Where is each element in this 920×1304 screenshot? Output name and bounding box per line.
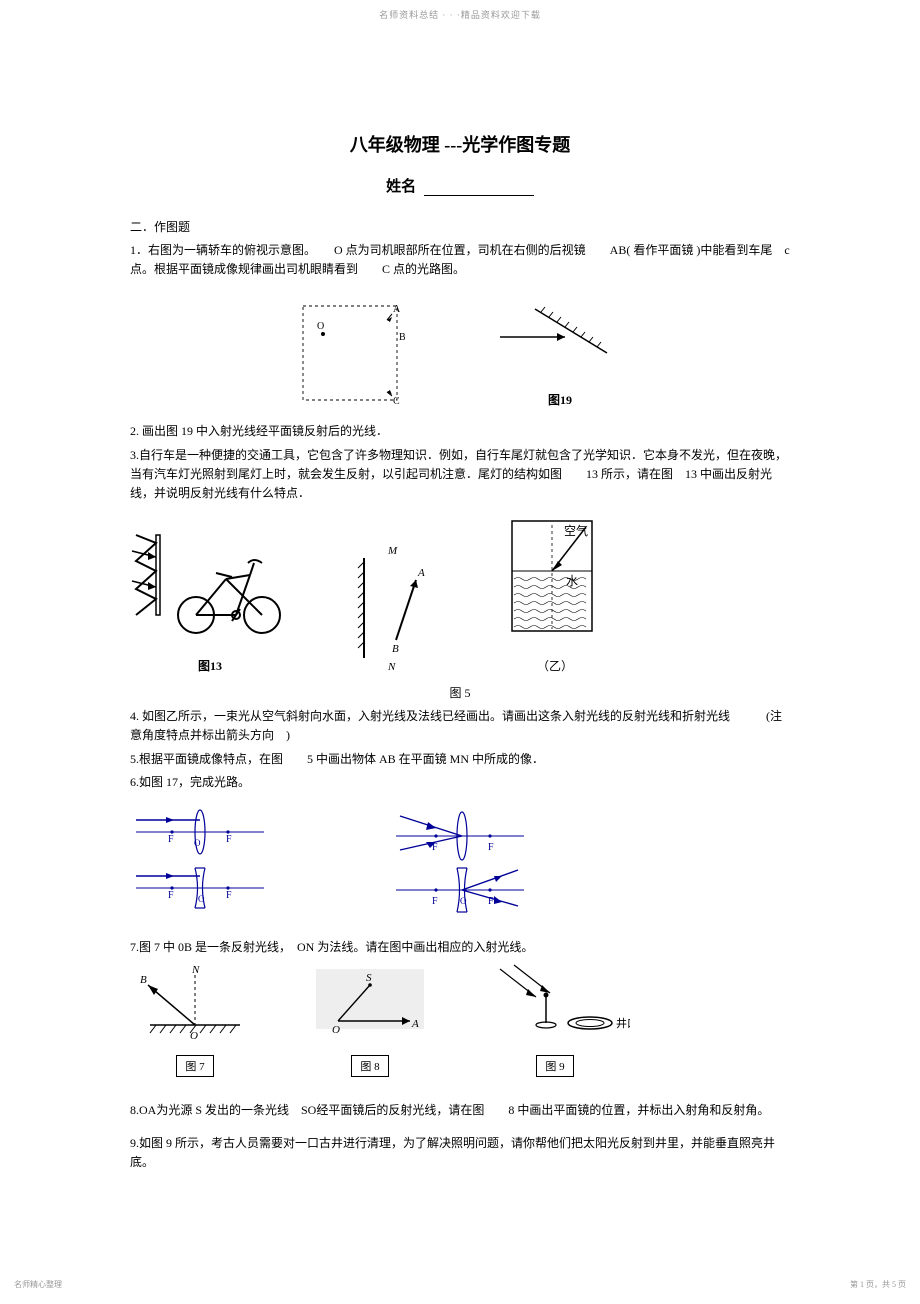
figure-lens-right: F F F F (390, 806, 530, 916)
svg-text:A: A (411, 1018, 419, 1030)
figure-8: S O A 图 8 (310, 963, 430, 1077)
section-heading: 二．作图题 (130, 218, 790, 235)
svg-text:O: O (332, 1024, 340, 1036)
figure-lens-left: F F O F F O (130, 806, 270, 916)
question-6: 6.如图 17，完成光路。 (130, 773, 790, 792)
svg-text:B: B (392, 643, 399, 655)
figure-yi-water: 空气 水 （乙） (500, 513, 610, 674)
svg-text:O: O (317, 321, 324, 332)
svg-text:M: M (387, 545, 398, 557)
question-5: 5.根据平面镜成像特点，在图 5 中画出物体 AB 在平面镜 MN 中所成的像． (130, 750, 790, 769)
figure-9: 井口 图 9 (480, 963, 630, 1077)
figure-7: N B O (130, 963, 260, 1077)
name-field-row: 姓名 (130, 175, 790, 196)
question-7: 7.图 7 中 0B 是一条反射光线， ON 为法线。请在图中画出相应的入射光线… (130, 938, 790, 957)
page-title: 八年级物理 ---光学作图专题 (130, 131, 790, 157)
figure-8-caption: 图 8 (351, 1055, 388, 1077)
footer-left: 名师精心整理 (14, 1279, 62, 1290)
figure-13: 图13 (130, 523, 290, 674)
question-9: 9.如图 9 所示，考古人员需要对一口古井进行清理，为了解决照明问题，请你帮他们… (130, 1134, 790, 1172)
figure-19: 图19 (495, 297, 625, 408)
svg-text:空气: 空气 (564, 523, 588, 538)
svg-text:A: A (417, 567, 425, 579)
svg-text:F: F (226, 834, 232, 845)
footer-right: 第 1 页，共 5 页 (850, 1279, 906, 1290)
svg-text:A: A (393, 304, 401, 315)
question-3: 3.自行车是一种便捷的交通工具，它包含了许多物理知识．例如，自行车尾灯就包含了光… (130, 446, 790, 504)
name-blank-line (424, 195, 534, 196)
svg-text:N: N (191, 964, 200, 976)
svg-text:井口: 井口 (616, 1016, 630, 1030)
figure-car-topview: O A B C (295, 298, 405, 408)
figure-9-caption: 图 9 (536, 1055, 573, 1077)
question-4: 4. 如图乙所示，一束光从空气斜射向水面，入射光线及法线已经画出。请画出这条入射… (130, 707, 790, 745)
svg-text:C: C (393, 396, 400, 407)
figure-7-caption: 图 7 (176, 1055, 213, 1077)
question-8: 8.OA为光源 S 发出的一条光线 SO经平面镜后的反射光线，请在图 8 中画出… (130, 1101, 790, 1120)
svg-text:O: O (190, 1030, 198, 1042)
svg-text:F: F (168, 834, 174, 845)
svg-text:O: O (460, 896, 467, 906)
svg-text:F: F (432, 896, 438, 907)
figure-5-mn: M N A B (350, 544, 440, 674)
header-watermark: 名师资料总结 · · ·精品资料欢迎下载 (0, 0, 920, 21)
svg-text:F: F (488, 842, 494, 853)
svg-text:S: S (366, 972, 372, 984)
svg-text:水: 水 (566, 574, 578, 588)
figure-5-caption: 图 5 (130, 684, 790, 701)
svg-text:F: F (168, 890, 174, 901)
name-label: 姓名 (386, 179, 416, 195)
question-1: 1．右图为一辆轿车的俯视示意图。 O 点为司机眼部所在位置，司机在右侧的后视镜 … (130, 241, 790, 279)
svg-text:O: O (194, 838, 201, 848)
page-content: 八年级物理 ---光学作图专题 姓名 二．作图题 1．右图为一辆轿车的俯视示意图… (0, 21, 920, 1173)
figure-13-caption: 图13 (130, 657, 290, 674)
figure-yi-caption: （乙） (500, 657, 610, 674)
svg-text:O: O (198, 894, 205, 904)
question-2: 2. 画出图 19 中入射光线经平面镜反射后的光线． (130, 422, 790, 441)
svg-text:N: N (387, 661, 396, 673)
svg-text:F: F (226, 890, 232, 901)
figure-19-caption: 图19 (495, 391, 625, 408)
svg-text:B: B (140, 974, 147, 986)
svg-text:B: B (399, 332, 405, 343)
